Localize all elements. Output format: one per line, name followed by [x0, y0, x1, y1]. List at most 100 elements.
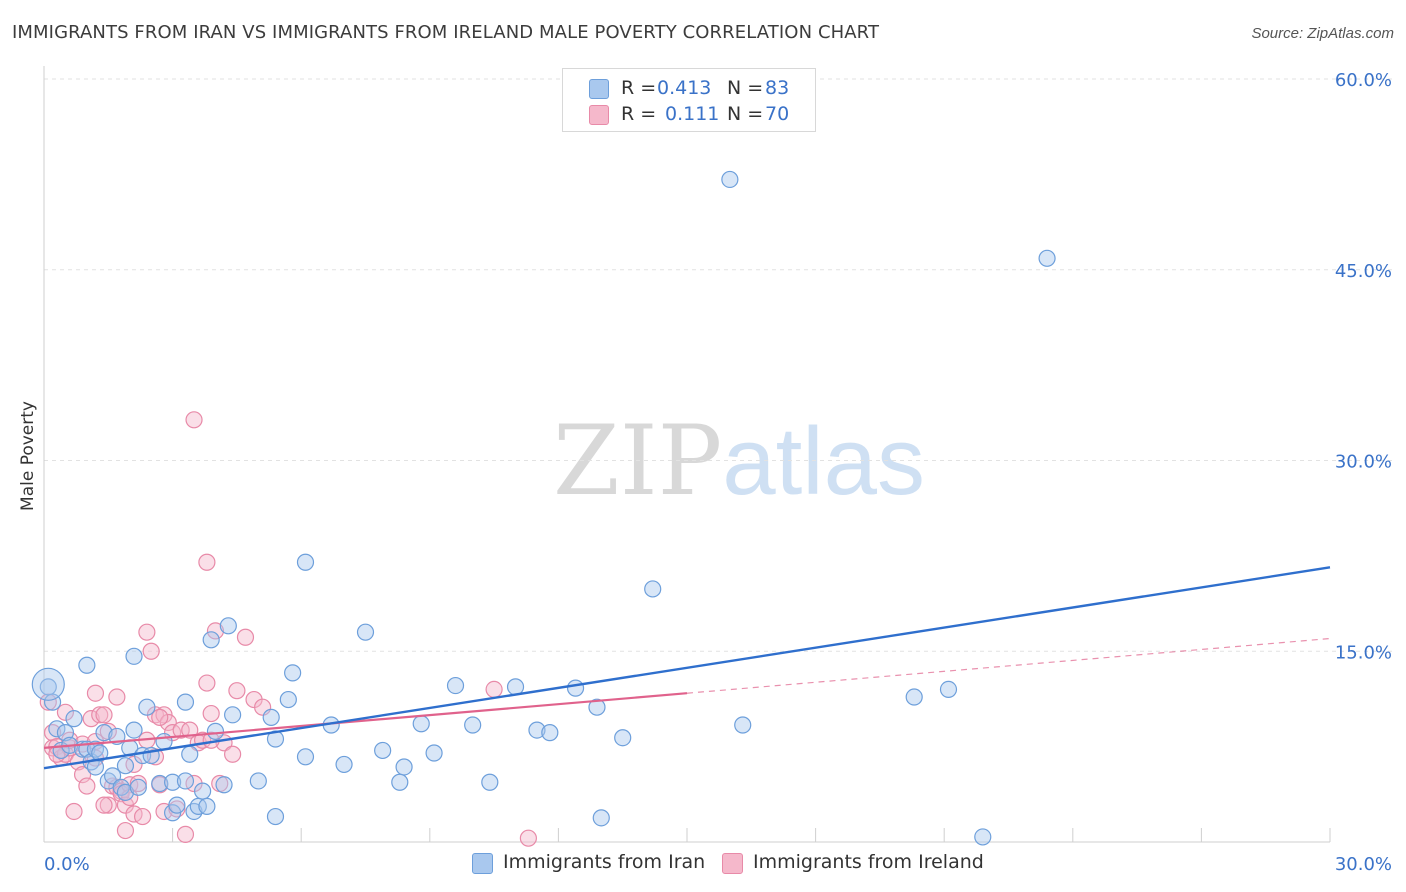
y-axis-label: Male Poverty	[18, 401, 38, 511]
iran-point	[592, 809, 610, 827]
iran-point	[65, 710, 83, 728]
ireland-r-value: 0.111	[665, 103, 720, 125]
x-tick-label: 30.0%	[1335, 854, 1392, 875]
ireland-point	[185, 411, 203, 429]
iran-point	[644, 580, 662, 598]
watermark-atlas: atlas	[722, 408, 925, 515]
iran-n-key: N =	[727, 77, 764, 99]
y-tick-label: 60.0%	[1335, 70, 1392, 91]
iran-point	[464, 716, 482, 734]
iran-point	[125, 721, 143, 739]
iran-point	[194, 782, 212, 800]
y-tick-label: 15.0%	[1335, 642, 1392, 663]
iran-point	[939, 680, 958, 699]
iran-point	[86, 758, 105, 776]
iran-r-value: 0.413	[657, 77, 712, 99]
iran-point	[566, 679, 585, 697]
ireland-point	[95, 706, 113, 724]
iran-legend-label: Immigrants from Iran	[503, 851, 706, 873]
iran-point	[391, 773, 409, 791]
legend-row-ireland: R = 0.111 N = 70	[589, 103, 809, 127]
ireland-point	[176, 825, 195, 843]
ireland-point	[224, 745, 242, 763]
iran-point	[374, 741, 392, 760]
iran-point	[279, 690, 297, 709]
ireland-point	[99, 796, 117, 814]
iran-point	[164, 773, 182, 791]
iran-point	[425, 744, 443, 762]
legend-item-ireland: Immigrants from Ireland	[722, 851, 984, 877]
ireland-point	[198, 674, 216, 692]
chart-title: IMMIGRANTS FROM IRAN VS IMMIGRANTS FROM …	[12, 22, 880, 43]
ireland-point	[142, 642, 160, 660]
ireland-point	[485, 680, 503, 699]
iran-point	[734, 716, 752, 734]
iran-point	[481, 773, 499, 791]
iran-point	[446, 676, 465, 695]
iran-point	[1038, 249, 1056, 267]
ireland-point	[82, 710, 100, 728]
ireland-trend-line	[43, 692, 688, 749]
iran-point	[905, 688, 923, 706]
legend-item-iran: Immigrants from Iran	[472, 851, 706, 877]
iran-point	[176, 693, 195, 711]
iran-point	[138, 698, 156, 716]
ireland-point	[65, 802, 83, 821]
iran-r-key: R =	[621, 77, 657, 99]
iran-point	[202, 631, 220, 649]
ireland-point	[129, 774, 147, 793]
iran-point	[155, 732, 173, 751]
ireland-point	[108, 688, 126, 706]
ireland-r-key: R =	[621, 103, 657, 125]
iran-point	[91, 744, 109, 762]
ireland-point	[228, 682, 246, 700]
iran-point	[974, 828, 992, 846]
ireland-point	[86, 684, 105, 702]
iran-point	[528, 721, 546, 739]
y-tick-label: 45.0%	[1335, 261, 1392, 282]
iran-trend-line	[43, 566, 1331, 770]
ireland-point	[206, 622, 225, 640]
ireland-legend-swatch	[722, 853, 743, 874]
ireland-point	[39, 693, 57, 711]
ireland-trend-extension	[686, 637, 1331, 694]
iran-point	[224, 706, 242, 724]
iran-point	[284, 664, 302, 682]
iran-point	[219, 617, 237, 635]
ireland-point	[151, 708, 169, 726]
ireland-point	[78, 777, 96, 795]
iran-point	[116, 757, 135, 775]
iran-point	[335, 755, 353, 774]
iran-point	[103, 767, 122, 785]
ireland-n-key: N =	[727, 103, 764, 125]
iran-point	[215, 776, 233, 794]
iran-point	[151, 774, 169, 793]
iran-point	[296, 748, 315, 766]
y-tick-label: 30.0%	[1335, 452, 1392, 473]
watermark: ZIPatlas	[553, 405, 925, 517]
iran-point	[296, 553, 315, 571]
iran-legend-swatch	[472, 853, 493, 874]
iran-point	[56, 724, 75, 742]
source-label: Source: ZipAtlas.com	[1251, 25, 1394, 42]
ireland-point	[125, 755, 143, 774]
correlation-legend: R = 0.413 N = 83 R = 0.111 N = 70	[562, 68, 816, 132]
ireland-point	[138, 623, 156, 641]
ireland-legend-label: Immigrants from Ireland	[753, 851, 984, 873]
ireland-point	[202, 704, 220, 723]
iran-point	[31, 667, 65, 701]
iran-point	[116, 783, 135, 802]
x-tick-label: 0.0%	[44, 854, 90, 875]
iran-point	[48, 720, 66, 738]
iran-point	[181, 745, 199, 763]
iran-swatch	[589, 79, 609, 99]
ireland-point	[116, 821, 135, 840]
iran-point	[95, 724, 113, 742]
iran-point	[412, 715, 430, 733]
iran-point	[721, 170, 739, 189]
iran-point	[129, 778, 147, 796]
ireland-n-value: 70	[765, 103, 790, 125]
iran-point	[614, 729, 632, 747]
ireland-point	[198, 553, 216, 571]
